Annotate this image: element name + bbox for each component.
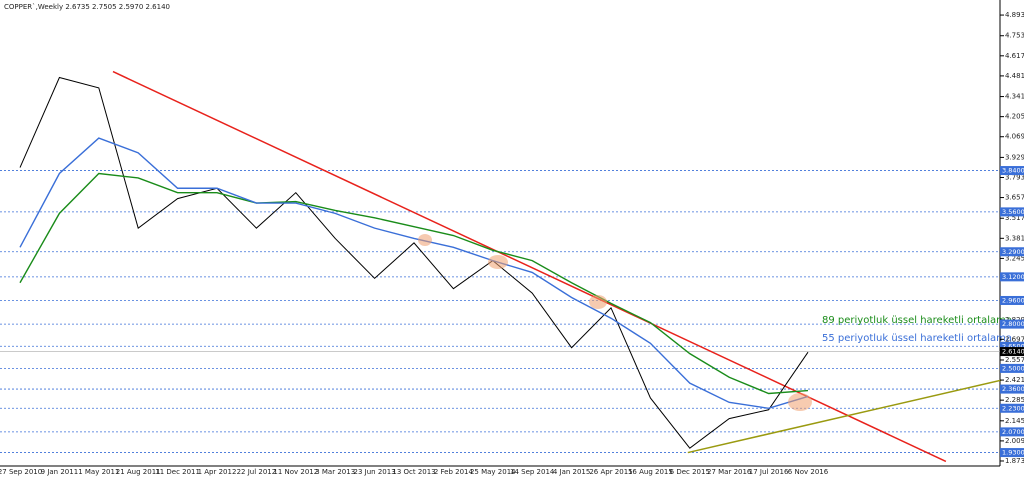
y-tick-label: 4.2050 (1005, 113, 1024, 121)
y-tick-label: 3.7930 (1005, 173, 1024, 181)
x-tick-label: 14 Sep 2014 (510, 468, 555, 476)
y-tick-label: 3.9290 (1005, 153, 1024, 161)
x-tick-label: 16 Aug 2015 (628, 468, 673, 476)
x-tick-label: 9 Jan 2011 (41, 468, 79, 476)
legend-ema55: 55 periyotluk üssel hareketli ortalama (822, 333, 1012, 344)
level-label: 3.8400 (1002, 167, 1024, 175)
x-tick-label: 4 Jan 2015 (553, 468, 591, 476)
level-label: 2.9600 (1002, 296, 1024, 304)
level-label: 2.2300 (1002, 404, 1024, 412)
y-tick-label: 2.0090 (1005, 437, 1024, 445)
y-tick-label: 4.3410 (1005, 93, 1024, 101)
level-label: 2.3600 (1002, 385, 1024, 393)
level-box (1000, 448, 1024, 458)
series-line (19, 137, 809, 409)
x-tick-label: 3 Mar 2013 (315, 468, 355, 476)
level-label: 2.6500 (1002, 342, 1024, 350)
level-label: 2.8000 (1002, 320, 1024, 328)
level-box (1000, 341, 1024, 351)
highlight (488, 255, 508, 269)
trendline (687, 379, 1002, 454)
series-line (19, 172, 809, 395)
y-tick-label: 3.5170 (1005, 214, 1024, 222)
level-box (1000, 384, 1024, 394)
x-tick-label: 2 Feb 2014 (434, 468, 474, 476)
x-tick-label: 17 Jul 2016 (749, 468, 789, 476)
legend-ema89: 89 periyotluk üssel hareketli ortalama (822, 315, 1012, 326)
y-tick-label: 1.8730 (1005, 457, 1024, 465)
x-tick-label: 23 Jun 2013 (354, 468, 396, 476)
highlight (788, 393, 812, 411)
highlight (589, 295, 607, 309)
last-price-label: 2.6140 (1002, 348, 1024, 356)
y-tick-label: 2.2850 (1005, 396, 1024, 404)
level-box (1000, 319, 1024, 329)
level-box (1000, 295, 1024, 305)
x-tick-label: 25 May 2014 (470, 468, 516, 476)
level-box (1000, 207, 1024, 217)
last-price-box (1000, 347, 1024, 357)
y-tick-label: 4.6170 (1005, 52, 1024, 60)
y-tick-label: 4.7530 (1005, 32, 1024, 40)
level-box (1000, 166, 1024, 176)
y-tick-label: 3.6570 (1005, 194, 1024, 202)
plot (0, 70, 1002, 463)
level-label: 3.5600 (1002, 208, 1024, 216)
level-label: 1.9300 (1002, 449, 1024, 457)
y-tick-label: 4.8930 (1005, 11, 1024, 19)
level-box (1000, 403, 1024, 413)
level-box (1000, 427, 1024, 437)
y-tick-label: 3.3810 (1005, 234, 1024, 242)
x-tick-label: 21 Aug 2011 (116, 468, 161, 476)
series-line (19, 76, 809, 449)
x-tick-label: 27 Sep 2010 (0, 468, 42, 476)
level-label: 3.1200 (1002, 273, 1024, 281)
x-tick-label: 1 Apr 2012 (198, 468, 237, 476)
y-tick-label: 2.6970 (1005, 335, 1024, 343)
x-tick-label: 1 May 2011 (78, 468, 119, 476)
y-tick-label: 4.4810 (1005, 72, 1024, 80)
level-label: 2.5000 (1002, 364, 1024, 372)
highlight (418, 234, 432, 246)
x-tick-label: 11 Dec 2011 (155, 468, 200, 476)
level-box (1000, 363, 1024, 373)
chart-title: COPPER`,Weekly 2.6735 2.7505 2.5970 2.61… (4, 3, 170, 11)
y-tick-label: 2.1450 (1005, 417, 1024, 425)
level-box (1000, 247, 1024, 257)
level-box (1000, 272, 1024, 282)
x-tick-label: 11 Nov 2012 (273, 468, 318, 476)
x-tick-label: 22 Jul 2012 (237, 468, 277, 476)
highlights (418, 234, 812, 411)
level-label: 2.0700 (1002, 428, 1024, 436)
x-tick-label: 26 Apr 2015 (589, 468, 632, 476)
x-tick-label: 27 Mar 2016 (707, 468, 752, 476)
level-label: 3.2900 (1002, 248, 1024, 256)
y-tick-label: 4.0690 (1005, 133, 1024, 141)
x-tick-label: 13 Oct 2013 (392, 468, 435, 476)
y-tick-label: 3.2450 (1005, 254, 1024, 262)
y-tick-label: 2.5570 (1005, 356, 1024, 364)
x-tick-label: 6 Dec 2015 (670, 468, 710, 476)
y-tick-label: 2.4210 (1005, 376, 1024, 384)
x-tick-label: 6 Nov 2016 (788, 468, 829, 476)
